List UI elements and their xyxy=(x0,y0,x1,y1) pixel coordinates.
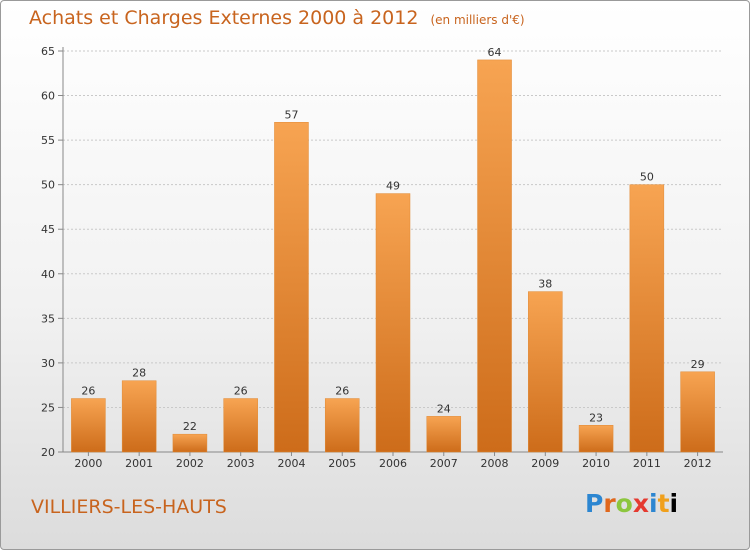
logo-letter: o xyxy=(615,489,633,518)
y-tick-label: 40 xyxy=(41,268,55,281)
bar-value-label: 28 xyxy=(132,367,146,380)
x-tick-label: 2003 xyxy=(227,457,255,470)
bar xyxy=(680,371,715,453)
x-tick-label: 2012 xyxy=(684,457,712,470)
bar xyxy=(324,398,360,453)
bar-value-label: 38 xyxy=(538,278,552,291)
y-tick-label: 35 xyxy=(41,312,55,325)
x-tick-labels: 2000 2001 2002 2003 2004 2005 2006 2007 2008 2009… xyxy=(74,452,712,470)
bar-value-label: 23 xyxy=(589,411,603,424)
bar xyxy=(172,433,208,453)
x-tick-label: 2008 xyxy=(481,457,509,470)
bars xyxy=(71,59,715,453)
bar xyxy=(274,122,309,453)
bar xyxy=(71,398,106,453)
bar xyxy=(121,380,157,453)
bar xyxy=(426,416,462,453)
bar-value-label: 26 xyxy=(335,385,349,398)
chart-subtitle: (en milliers d'€) xyxy=(430,13,525,27)
bar-value-label: 64 xyxy=(488,46,502,59)
proxiti-logo[interactable]: Proxiti xyxy=(585,489,678,518)
y-tick-label: 30 xyxy=(41,357,55,370)
x-tick-label: 2007 xyxy=(430,457,458,470)
x-tick-label: 2004 xyxy=(277,457,305,470)
bar-value-label: 22 xyxy=(183,420,197,433)
title-row: Achats et Charges Externes 2000 à 2012 (… xyxy=(29,7,525,29)
y-tick-label: 20 xyxy=(41,446,55,459)
bar-value-label: 24 xyxy=(437,402,451,415)
bar-value-labels: 26 28 22 26 57 26 49 24 64 38 23 50 29 xyxy=(81,46,704,433)
bar xyxy=(629,184,665,453)
logo-letter: i xyxy=(649,489,658,518)
y-tick-label: 55 xyxy=(41,134,55,147)
bar xyxy=(375,193,411,453)
x-tick-label: 2006 xyxy=(379,457,407,470)
x-tick-label: 2001 xyxy=(125,457,153,470)
logo-letter: i xyxy=(669,489,679,518)
bar-value-label: 57 xyxy=(284,108,298,121)
x-tick-label: 2009 xyxy=(531,457,559,470)
x-tick-label: 2010 xyxy=(582,457,610,470)
commune-name: VILLIERS-LES-HAUTS xyxy=(31,496,227,518)
y-tick-label: 25 xyxy=(41,401,55,414)
bar-value-label: 26 xyxy=(81,385,95,398)
y-tick-label: 50 xyxy=(41,179,55,192)
y-tick-label: 45 xyxy=(41,223,55,236)
y-tick-label: 60 xyxy=(41,90,55,103)
logo-letter: P xyxy=(585,489,604,518)
bar xyxy=(477,59,512,453)
logo-letter: x xyxy=(632,489,649,518)
y-tick-label: 65 xyxy=(41,45,55,58)
x-tick-label: 2000 xyxy=(74,457,102,470)
chart-title: Achats et Charges Externes 2000 à 2012 xyxy=(29,7,419,29)
bar-value-label: 29 xyxy=(691,358,705,371)
bar xyxy=(528,291,563,453)
logo-letter: t xyxy=(657,489,670,518)
bar xyxy=(223,398,258,453)
y-tick-labels: 20 25 30 35 40 45 50 55 60 65 xyxy=(41,45,55,459)
bar-value-label: 26 xyxy=(234,385,248,398)
bar xyxy=(578,425,614,453)
logo-letter: r xyxy=(603,489,616,518)
x-tick-label: 2002 xyxy=(176,457,204,470)
bar-value-label: 49 xyxy=(386,180,400,193)
x-tick-label: 2005 xyxy=(328,457,356,470)
x-tick-label: 2011 xyxy=(633,457,661,470)
bar-value-label: 50 xyxy=(640,171,654,184)
